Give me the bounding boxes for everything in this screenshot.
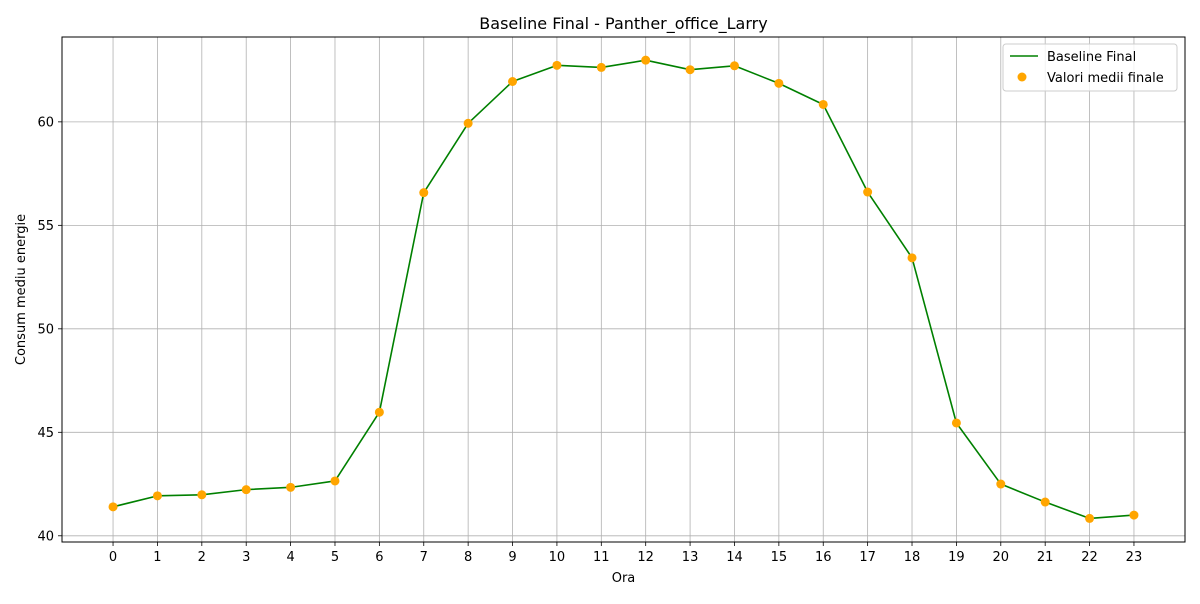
scatter-point [951, 418, 961, 428]
x-tick-label: 19 [948, 550, 965, 565]
x-tick-label: 7 [420, 550, 428, 565]
scatter-point [1085, 513, 1095, 523]
scatter-point [152, 491, 162, 501]
scatter-point [463, 118, 473, 128]
x-axis-label: Ora [612, 571, 636, 586]
x-tick-label: 17 [859, 550, 876, 565]
x-tick-label: 16 [815, 550, 832, 565]
x-tick-label: 22 [1081, 550, 1098, 565]
x-tick-label: 8 [464, 550, 472, 565]
series-line-baseline-final [112, 59, 1135, 520]
y-axis-label: Consum mediu energie [14, 214, 29, 365]
y-tick-label: 55 [37, 219, 54, 234]
scatter-point [241, 485, 251, 495]
x-tick-label: 2 [198, 550, 206, 565]
scatter-point [1129, 510, 1139, 520]
legend-label-valori-medii-finale: Valori medii finale [1047, 71, 1164, 86]
scatter-point [863, 187, 873, 197]
scatter-point [685, 65, 695, 75]
x-axis-ticks: 0 1 2 3 4 5 6 7 8 9 10 11 12 13 14 15 16 17 18 19 20 21 22 23 [109, 542, 1142, 565]
y-tick-label: 60 [37, 115, 54, 130]
x-tick-label: 12 [637, 550, 654, 565]
x-tick-label: 3 [242, 550, 250, 565]
x-tick-label: 1 [153, 550, 161, 565]
x-tick-label: 18 [904, 550, 921, 565]
y-tick-label: 40 [37, 529, 54, 544]
x-tick-label: 11 [593, 550, 610, 565]
y-axis-ticks: 40 45 50 55 60 [37, 115, 62, 544]
x-tick-label: 21 [1037, 550, 1054, 565]
scatter-point [774, 78, 784, 88]
scatter-point [641, 55, 651, 65]
chart-title: Baseline Final - Panther_office_Larry [479, 14, 767, 34]
y-tick-label: 50 [37, 322, 54, 337]
scatter-point [552, 60, 562, 70]
x-tick-label: 9 [508, 550, 516, 565]
x-tick-label: 0 [109, 550, 117, 565]
plot-frame [61, 36, 1186, 543]
scatter-point [996, 479, 1006, 489]
legend-dot-swatch [1017, 72, 1027, 82]
x-tick-label: 10 [549, 550, 566, 565]
scatter-point [729, 61, 739, 71]
series-layer [108, 55, 1139, 523]
scatter-point [374, 407, 384, 417]
scatter-point [508, 76, 518, 86]
x-tick-label: 20 [993, 550, 1010, 565]
y-tick-label: 45 [37, 426, 54, 441]
x-tick-label: 5 [331, 550, 339, 565]
scatter-point [818, 99, 828, 109]
x-tick-label: 6 [375, 550, 383, 565]
scatter-point [330, 476, 340, 486]
legend: Baseline Final Valori medii finale [1002, 43, 1178, 92]
x-tick-label: 15 [771, 550, 788, 565]
legend-label-baseline-final: Baseline Final [1047, 50, 1136, 65]
x-tick-label: 13 [682, 550, 699, 565]
scatter-point [108, 502, 118, 512]
legend-box [1002, 43, 1178, 92]
scatter-point [596, 62, 606, 72]
scatter-point [419, 188, 429, 198]
x-tick-label: 23 [1126, 550, 1143, 565]
x-tick-label: 4 [286, 550, 294, 565]
scatter-point [1040, 497, 1050, 507]
scatter-point [197, 490, 207, 500]
scatter-point [286, 482, 296, 492]
x-tick-label: 14 [726, 550, 743, 565]
scatter-point [907, 253, 917, 263]
